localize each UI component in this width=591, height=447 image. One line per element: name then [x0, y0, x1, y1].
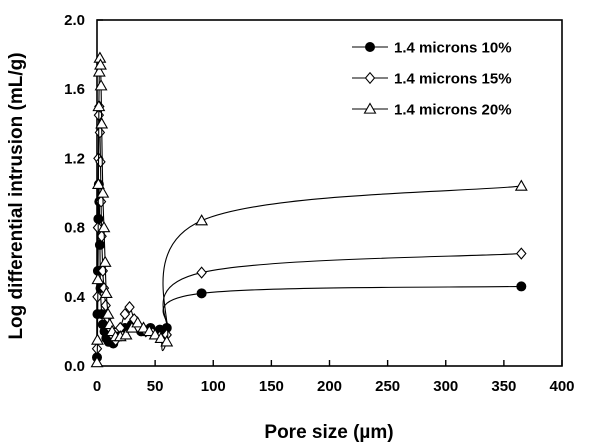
x-tick-label: 300 [433, 378, 458, 395]
legend-marker [363, 102, 377, 114]
data-point [160, 335, 174, 347]
series-3 [90, 51, 528, 368]
x-tick-label: 250 [375, 378, 400, 395]
data-point [95, 155, 106, 169]
data-point [90, 355, 104, 368]
data-point [94, 79, 108, 91]
x-tick-label: 150 [259, 378, 284, 395]
data-point [91, 333, 104, 345]
data-point [516, 281, 527, 292]
data-point [97, 220, 111, 233]
x-tick-label: 400 [549, 378, 574, 395]
legend-label: 1.4 microns 10% [394, 40, 512, 57]
y-tick-label: 0.8 [64, 220, 85, 237]
data-point [96, 186, 110, 198]
data-point [131, 316, 145, 328]
series-2 [91, 100, 527, 355]
x-axis-ticks: 0 50 100 150 200 250 300 350 400 [93, 360, 575, 395]
data-point [91, 272, 105, 285]
data-point [137, 321, 150, 333]
data-point [196, 266, 207, 279]
legend-marker [364, 71, 376, 85]
x-axis-label: Pore size (µm) [264, 422, 393, 443]
data-point [94, 239, 105, 250]
data-point [101, 307, 115, 319]
data-point [94, 58, 107, 70]
x-tick-label: 200 [317, 378, 342, 395]
y-tick-label: 0.0 [64, 358, 85, 375]
data-point [124, 301, 135, 314]
data-point [154, 331, 168, 343]
data-point [92, 65, 106, 77]
y-tick-label: 1.6 [64, 81, 85, 98]
y-tick-label: 1.2 [64, 150, 85, 167]
legend-label: 1.4 microns 20% [394, 102, 512, 119]
x-tick-label: 100 [201, 378, 226, 395]
y-tick-label: 0.4 [64, 289, 86, 306]
series-line [96, 104, 522, 349]
y-axis-ticks: 0.0 0.4 0.8 1.2 1.6 2.0 [64, 12, 103, 375]
data-point [95, 117, 109, 129]
data-point [196, 288, 207, 299]
data-point [99, 286, 113, 299]
y-tick-label: 2.0 [64, 12, 85, 29]
data-point [92, 99, 106, 112]
legend-marker [365, 42, 375, 52]
data-point [98, 255, 112, 267]
data-point [195, 214, 209, 226]
data-point [516, 247, 527, 260]
x-tick-label: 0 [93, 378, 101, 395]
x-tick-label: 350 [491, 378, 516, 395]
legend: 1.4 microns 10% 1.4 microns 15% 1.4 micron… [352, 40, 512, 119]
y-axis-label: Log differential intrusion (mL/g) [6, 52, 27, 339]
data-point [119, 328, 133, 340]
x-tick-label: 50 [147, 378, 164, 395]
data-point [514, 179, 528, 191]
series-layer [90, 51, 528, 368]
data-point [148, 328, 162, 340]
data-point [91, 177, 105, 190]
legend-label: 1.4 microns 15% [394, 71, 512, 88]
data-point [142, 324, 156, 337]
data-point [119, 307, 131, 321]
